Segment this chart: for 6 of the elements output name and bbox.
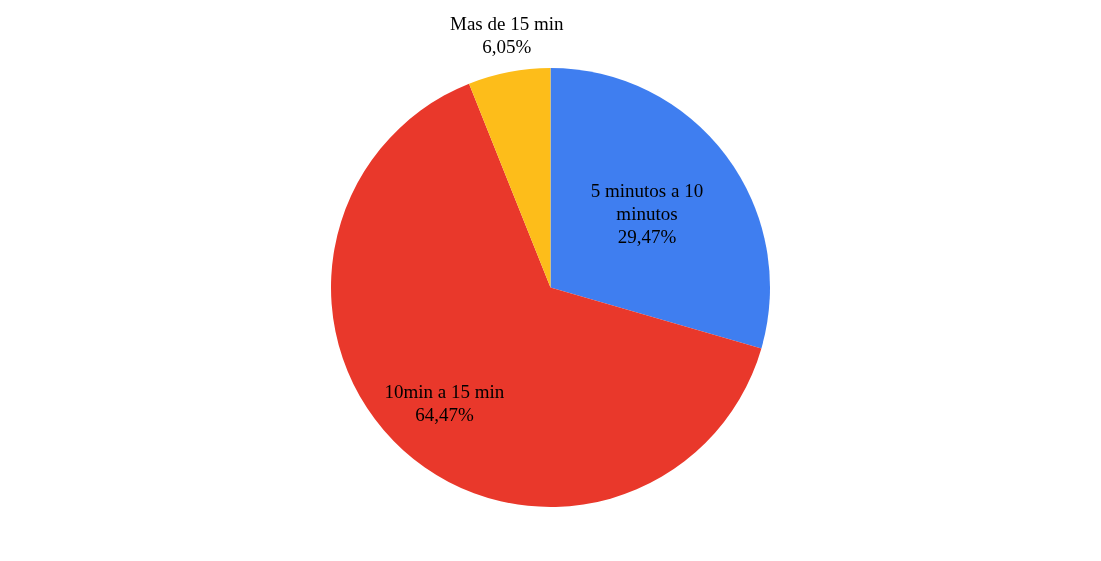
data-label: 6,05% — [482, 36, 532, 58]
data-label: 64,47% — [415, 404, 474, 426]
slice-label: Mas de 15 min — [450, 13, 564, 35]
slice-label: 5 minutos a 10 minutos — [590, 179, 704, 224]
slice-label: 10min a 15 min — [384, 381, 505, 403]
data-label: 29,47% — [617, 225, 677, 247]
